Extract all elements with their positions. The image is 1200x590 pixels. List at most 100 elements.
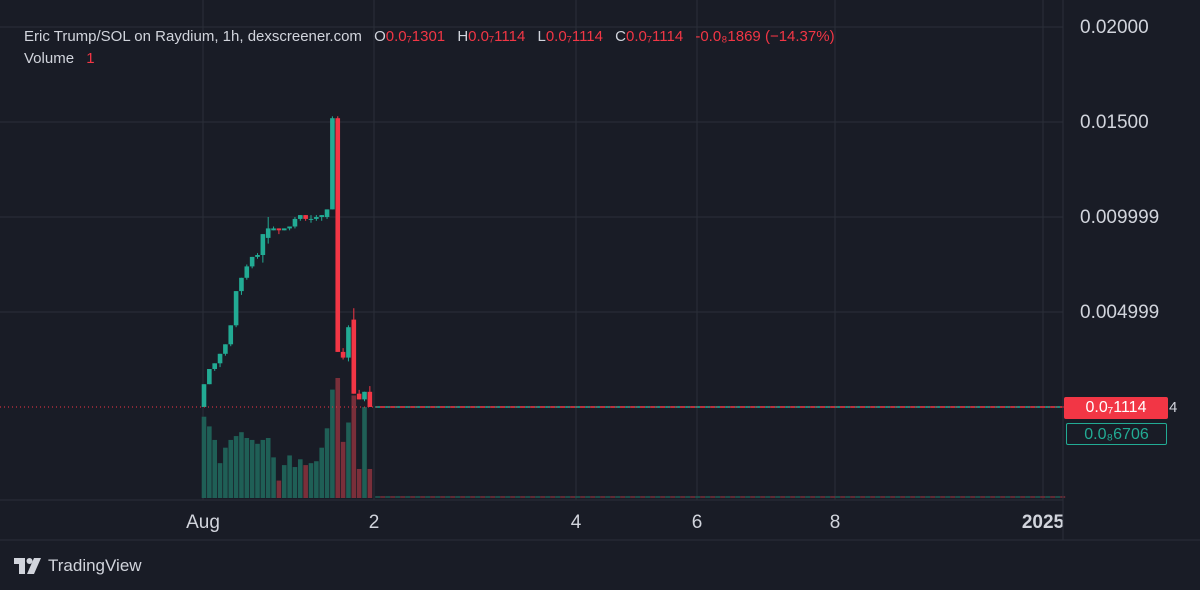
volume-bar	[265, 438, 271, 498]
volume-bar	[351, 395, 357, 498]
close-value: 0.0₇1114	[626, 28, 684, 45]
axes: 0.02000 0.01500 0.009999 0.004999 Aug 2 4 6 8 202…	[0, 0, 1200, 541]
candle-up	[346, 325, 351, 362]
volume-bar	[207, 426, 212, 498]
candle-body	[281, 228, 287, 231]
candle-body	[308, 218, 314, 220]
candle-body	[217, 353, 223, 364]
candle-body	[223, 344, 228, 354]
volume-bar	[228, 439, 234, 498]
open-label: O	[374, 28, 386, 45]
candle-body	[249, 256, 255, 267]
volume-bars	[201, 378, 373, 498]
high-label: H	[457, 28, 469, 45]
candle-up	[244, 264, 250, 280]
volume-bar	[287, 455, 292, 498]
x-tick-label: 4	[571, 512, 582, 533]
volume-bar	[324, 428, 330, 498]
candle-down	[356, 389, 362, 400]
tradingview-logo-icon	[14, 558, 41, 574]
candle-body	[351, 319, 357, 394]
tradingview-brand[interactable]: TradingView	[14, 556, 142, 576]
candle-up	[362, 391, 367, 402]
candle-body	[356, 393, 362, 400]
x-tick-label: 6	[692, 512, 703, 533]
ohlc-row: Eric Trump/SOL on Raydium, 1h, dexscreen…	[24, 26, 835, 48]
candle-up	[223, 344, 228, 356]
candle-down	[335, 116, 341, 352]
candle-body	[298, 215, 303, 219]
candle-up	[314, 215, 319, 221]
x-tick-label: Aug	[186, 512, 220, 533]
candle-down	[367, 386, 373, 407]
candle-body	[330, 118, 335, 210]
symbol-title: Eric Trump/SOL on Raydium, 1h, dexscreen…	[24, 28, 362, 45]
y-tick-label: 0.004999	[1080, 302, 1159, 323]
candle-up	[319, 215, 324, 221]
candle-body	[324, 209, 330, 217]
candle-body	[367, 391, 373, 407]
open-value: 0.0₇1301	[385, 28, 446, 45]
candle-body	[255, 255, 260, 257]
low-label: L	[537, 28, 546, 45]
last-price-tag: 0.0₇1114	[1064, 397, 1168, 419]
flat-price-line	[0, 406, 1066, 498]
volume-bar	[346, 422, 351, 498]
candle-up	[298, 215, 303, 221]
volume-bar	[276, 480, 282, 498]
candle-up	[292, 217, 298, 229]
x-tick-label: 2025	[1022, 512, 1065, 533]
volume-bar	[367, 468, 373, 498]
candle-up	[228, 325, 234, 347]
volume-bar	[271, 457, 276, 498]
candle-up	[239, 277, 244, 295]
volume-bar	[233, 436, 239, 498]
candle-body	[346, 327, 351, 358]
candle-up	[281, 228, 287, 231]
candle-body	[265, 228, 271, 238]
candle-body	[228, 325, 234, 345]
candle-body	[207, 369, 212, 385]
chart-legend: Eric Trump/SOL on Raydium, 1h, dexscreen…	[24, 26, 835, 70]
y-tick-label: 0.01500	[1080, 112, 1149, 133]
volume-bar	[340, 441, 346, 498]
volume-label: Volume	[24, 50, 75, 67]
y-tick-label: 0.009999	[1080, 207, 1159, 228]
candle-up	[249, 256, 255, 269]
candle-up	[324, 209, 330, 219]
candle-up	[271, 226, 276, 231]
candle-up	[287, 226, 292, 231]
volume-bar	[212, 439, 217, 498]
volume-bar	[244, 438, 250, 498]
last-price-tag-overflow: 4	[1169, 399, 1178, 416]
chart-grid	[0, 0, 1063, 500]
volume-bar	[292, 467, 298, 498]
candle-up	[308, 215, 314, 223]
candle-up	[265, 217, 271, 244]
candle-up	[255, 253, 260, 259]
candle-up	[330, 116, 335, 210]
candle-up	[207, 369, 212, 385]
volume-bar	[260, 439, 266, 498]
candle-body	[340, 351, 346, 358]
volume-bar	[239, 432, 244, 498]
low-price-tag: 0.0₈6706	[1066, 423, 1167, 445]
candle-body	[271, 228, 276, 231]
volume-bar	[223, 447, 228, 498]
candle-body	[319, 215, 324, 217]
volume-value: 1	[86, 50, 95, 67]
high-value: 0.0₇1114	[468, 28, 526, 45]
candle-up	[201, 384, 207, 407]
candle-body	[276, 228, 282, 231]
plot-area	[0, 0, 1063, 500]
candle-body	[335, 118, 341, 352]
change-value: -0.0₈1869 (−14.37%)	[695, 28, 835, 45]
volume-bar	[249, 439, 255, 498]
candle-body	[201, 384, 207, 407]
volume-bar	[303, 465, 308, 498]
volume-bar	[314, 461, 319, 498]
candle-up	[217, 353, 223, 368]
candle-body	[362, 391, 367, 400]
x-tick-label: 2	[369, 512, 380, 533]
